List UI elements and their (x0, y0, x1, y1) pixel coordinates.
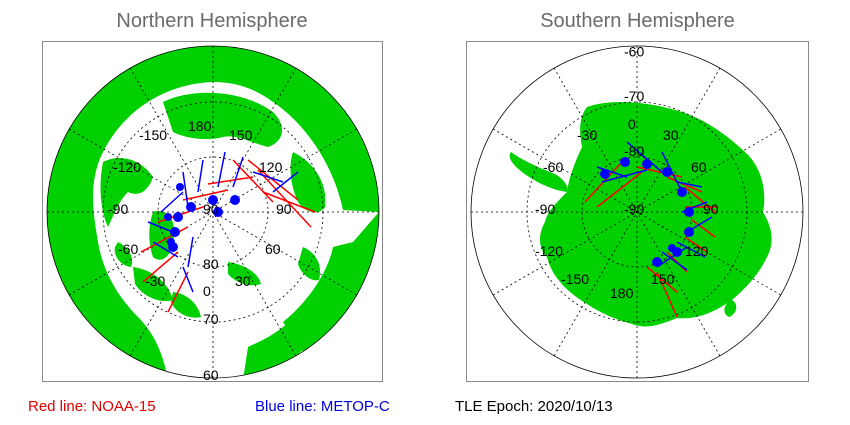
tle-epoch: TLE Epoch: 2020/10/13 (455, 398, 613, 415)
north-lon-label: 120 (259, 159, 283, 175)
north-lon-label: -90 (108, 201, 128, 217)
north-metopc-track (147, 151, 299, 293)
south-lon-label: -60 (543, 159, 563, 175)
north-map-title: Northern Hemisphere (116, 10, 308, 32)
north-lat-label: 60 (203, 367, 219, 383)
south-grid (471, 46, 803, 378)
north-lon-label: 60 (265, 241, 281, 257)
north-lon-label: 90 (276, 201, 292, 217)
south-lat-label: -80 (624, 143, 644, 159)
south-lon-label: 90 (703, 201, 719, 217)
north-lon-label: -120 (113, 159, 141, 175)
south-lon-label: -150 (561, 271, 589, 287)
south-lon-label: 60 (691, 159, 707, 175)
south-lon-label: -30 (577, 127, 597, 143)
south-lon-label: 30 (663, 127, 679, 143)
north-lon-label: 180 (188, 118, 212, 134)
north-map-panel: 180 150 -150 120 -120 90 -90 60 -60 30 -… (42, 41, 383, 383)
south-map: 0 30 -30 60 -60 90 -90 120 -120 150 -150… (470, 43, 804, 379)
north-map: 180 150 -150 120 -120 90 -90 60 -60 30 -… (46, 45, 380, 383)
south-satellite-positions (600, 157, 694, 267)
south-land (509, 102, 772, 327)
north-lon-label: 30 (235, 273, 251, 289)
north-lat-label: 90 (203, 201, 219, 217)
legend-noaa15: Red line: NOAA-15 (28, 398, 156, 415)
north-lon-label: -60 (118, 241, 138, 257)
north-lat-label: 80 (203, 256, 219, 272)
south-map-panel: 0 30 -30 60 -60 90 -90 120 -120 150 -150… (466, 41, 809, 382)
south-lon-label: 180 (610, 285, 634, 301)
north-map-rim (46, 45, 380, 379)
north-lon-label: -150 (139, 127, 167, 143)
south-lon-label: 0 (628, 116, 636, 132)
south-lat-label: -60 (624, 43, 644, 59)
north-land (47, 46, 379, 378)
north-satellite-positions (164, 183, 240, 252)
south-lat-label: -70 (624, 88, 644, 104)
south-metopc-track (596, 141, 713, 271)
south-lon-label: -120 (535, 243, 563, 259)
south-lon-label: 150 (651, 271, 675, 287)
legend-metopc: Blue line: METOP-C (255, 398, 390, 415)
north-lon-label: 150 (229, 127, 253, 143)
north-lon-label: 0 (203, 283, 211, 299)
north-lon-label: -30 (145, 273, 165, 289)
south-map-title: Southern Hemisphere (540, 10, 735, 32)
south-lat-label: -90 (624, 201, 644, 217)
south-map-rim (470, 45, 804, 379)
north-lat-label: 70 (203, 311, 219, 327)
south-lon-label: -90 (535, 201, 555, 217)
south-lon-label: 120 (685, 243, 709, 259)
